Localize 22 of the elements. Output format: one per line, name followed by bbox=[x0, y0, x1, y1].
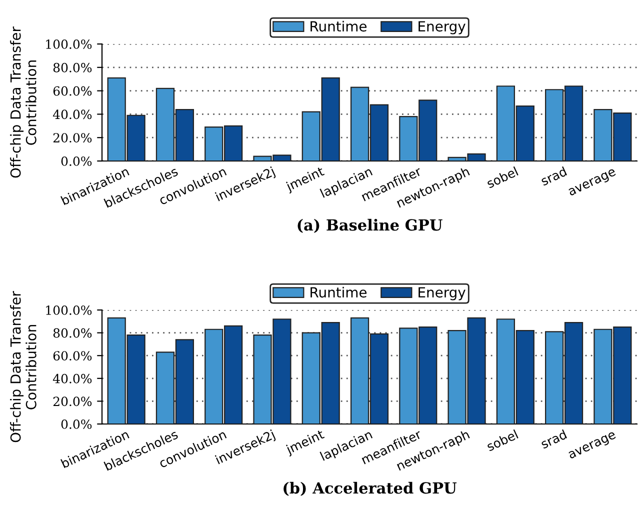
y-tick-label: 0.0% bbox=[61, 419, 92, 429]
x-axis-title: (b) Accelerated GPU bbox=[284, 482, 457, 496]
y-tick-label: 80.0% bbox=[53, 62, 92, 72]
y-tick-label: 80.0% bbox=[53, 328, 92, 338]
y-tick-label: 100.0% bbox=[46, 305, 92, 315]
y-tick-label: 100.0% bbox=[46, 39, 92, 49]
y-tick-label: 60.0% bbox=[53, 86, 92, 96]
y-tick-label: 40.0% bbox=[52, 374, 92, 384]
y-axis-title: Off-chip Data Transfer Contribution bbox=[10, 26, 36, 178]
legend-label: Energy bbox=[418, 21, 466, 34]
x-tick-label: srad bbox=[540, 166, 568, 186]
x-tick-label: srad bbox=[540, 429, 568, 449]
y-tick-label: 60.0% bbox=[53, 351, 92, 361]
legend-label: Energy bbox=[418, 287, 466, 300]
y-tick-label: 20.0% bbox=[53, 133, 92, 143]
y-tick-label: 0.0% bbox=[61, 156, 92, 166]
y-axis-title: Off-chip Data Transfer Contribution bbox=[10, 291, 36, 442]
x-axis-title: (a) Baseline GPU bbox=[298, 218, 442, 233]
legend-label: Runtime bbox=[310, 20, 367, 32]
y-tick-label: 20.0% bbox=[53, 396, 92, 406]
legend-label: Runtime bbox=[310, 286, 367, 298]
y-tick-label: 40.0% bbox=[52, 110, 92, 120]
